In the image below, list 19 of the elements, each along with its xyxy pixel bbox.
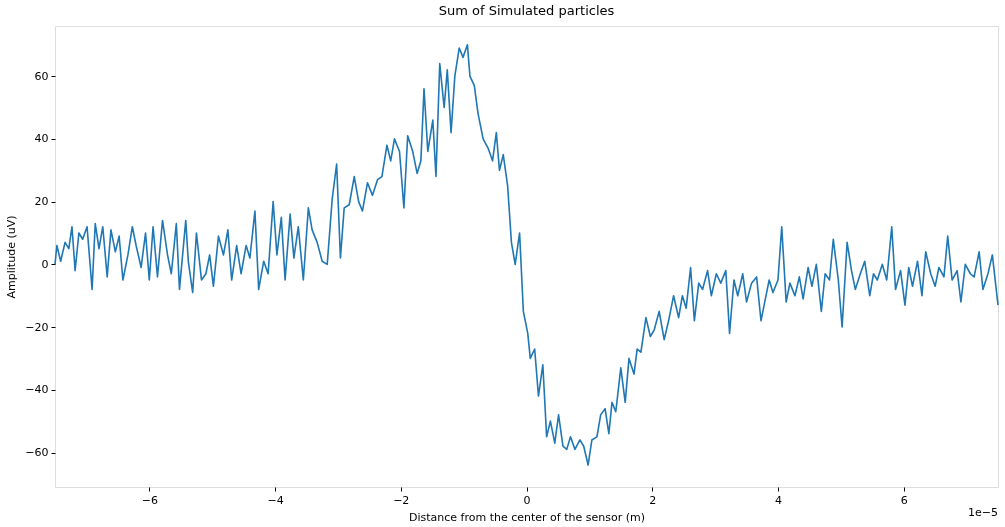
line-series xyxy=(54,44,999,466)
x-tick-label: −6 xyxy=(141,493,158,507)
y-tick-label: 60 xyxy=(34,69,49,83)
y-axis-title: Amplitude (uV) xyxy=(5,215,19,299)
y-tick-label: 0 xyxy=(41,257,49,271)
x-tick-label: 2 xyxy=(649,493,657,507)
y-tick-label: 20 xyxy=(34,195,49,209)
text: 1e−5 xyxy=(968,506,998,519)
x-tick-label: −4 xyxy=(267,493,284,507)
x-tick-label: −2 xyxy=(393,493,410,507)
x-tick-label: 6 xyxy=(900,493,908,507)
y-tick-label: −20 xyxy=(25,320,49,334)
y-tick-label: −40 xyxy=(25,383,49,397)
x-axis-title: Distance from the center of the sensor (m) xyxy=(408,510,646,524)
chart-title: Sum of Simulated particles xyxy=(438,3,615,18)
x-tick-label: 4 xyxy=(774,493,782,507)
y-tick-label: −60 xyxy=(25,446,49,459)
y-tick-label: 40 xyxy=(34,132,49,146)
x-tick-label: 0 xyxy=(523,493,531,507)
